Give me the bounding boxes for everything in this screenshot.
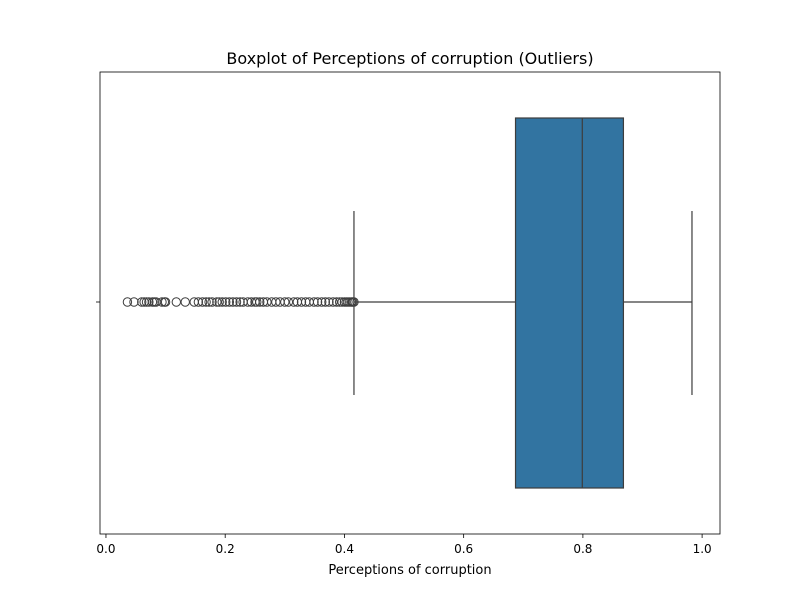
outlier-point	[144, 297, 154, 307]
plot-area	[99, 71, 721, 535]
outlier-point	[228, 297, 238, 307]
outlier-point	[137, 297, 147, 307]
outlier-point	[157, 297, 167, 307]
outlier-point	[337, 297, 347, 307]
outlier-point	[283, 297, 294, 307]
outlier-point	[262, 297, 272, 307]
outlier-point	[271, 297, 281, 307]
outlier-point	[309, 297, 319, 307]
outlier-point	[204, 297, 214, 307]
chart-title: Boxplot of Perceptions of corruption (Ou…	[226, 49, 593, 68]
outlier-point	[207, 297, 217, 307]
outlier-point	[122, 297, 133, 307]
outlier-point	[252, 297, 262, 307]
outlier-point	[255, 297, 265, 307]
outlier-point	[201, 297, 211, 307]
outlier-point	[324, 297, 334, 307]
outlier-point	[289, 297, 299, 307]
outlier-point	[149, 297, 159, 307]
outlier-point	[296, 297, 307, 307]
outlier-point	[141, 297, 152, 307]
outlier-point	[280, 297, 290, 307]
outlier-point	[224, 297, 235, 307]
outlier-point	[317, 297, 327, 307]
x-axis-label: Perceptions of corruption	[328, 563, 491, 578]
outlier-point	[212, 297, 222, 307]
outlier-point	[129, 297, 139, 307]
x-tick-label: 0.8	[573, 542, 592, 556]
outlier-point	[235, 297, 245, 307]
x-tick-label: 0.4	[335, 542, 354, 556]
outlier-point	[328, 297, 338, 307]
outlier-point	[193, 297, 204, 307]
outlier-points	[122, 297, 359, 307]
outlier-point	[217, 297, 227, 307]
outlier-point	[160, 297, 171, 307]
outlier-point	[221, 297, 231, 307]
outlier-point	[349, 297, 359, 307]
outlier-point	[231, 297, 242, 307]
outlier-point	[180, 297, 190, 307]
x-tick-label: 0.2	[216, 542, 235, 556]
outlier-point	[331, 297, 342, 307]
x-tick-label: 0.0	[96, 542, 115, 556]
box-group	[514, 117, 625, 489]
iqr-box	[514, 117, 625, 489]
outlier-point	[197, 297, 208, 307]
x-axis: 0.0 0.2 0.4 0.6 0.8 1.0	[96, 534, 712, 556]
outlier-point	[320, 297, 331, 307]
outlier-point	[243, 297, 253, 307]
x-tick-label: 1.0	[693, 542, 712, 556]
outlier-point	[312, 297, 323, 307]
outlier-point	[214, 297, 224, 307]
x-tick-label: 0.6	[454, 542, 473, 556]
outlier-point	[171, 297, 182, 307]
